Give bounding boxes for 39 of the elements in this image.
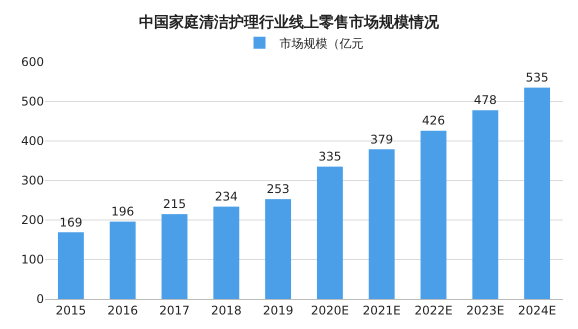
x-tick-label: 2019 [262,303,294,318]
bar [524,88,550,299]
data-label: 215 [163,197,186,212]
y-tick-label: 100 [21,252,44,267]
y-tick-label: 500 [21,94,44,109]
y-tick-label: 400 [21,134,44,148]
x-tick-label: 2024E [518,303,556,318]
bar [420,130,446,299]
bar [58,232,84,299]
y-tick-label: 600 [21,55,44,70]
data-label: 253 [266,182,290,196]
x-tick-label: 2017 [159,303,190,318]
x-tick-label: 2021E [362,303,401,318]
bar [110,222,136,299]
data-label: 169 [59,215,82,230]
bar [368,149,395,299]
data-label: 478 [474,93,497,108]
data-label: 196 [111,204,134,219]
x-tick-label: 2022E [414,303,453,318]
data-label: 234 [214,190,238,204]
bar [162,214,188,299]
data-label: 426 [422,114,445,128]
data-label: 335 [318,150,342,164]
x-tick-label: 2023E [466,303,504,318]
y-tick-label: 300 [21,174,44,188]
y-tick-label: 0 [36,292,44,306]
data-label: 535 [526,70,549,85]
x-tick-label: 2018 [211,303,242,318]
data-label: 379 [370,132,394,146]
bar [316,166,343,299]
x-tick-label: 2020E [310,303,349,318]
bar [472,110,498,299]
bar [213,206,240,299]
y-tick-label: 200 [21,213,44,228]
bar [265,199,292,299]
chart-title: 中国家庭清洁护理行业线上零售市场规模情况 [139,12,440,31]
x-tick-label: 2016 [107,303,138,318]
legend-label: 市场规模（亿元 [280,36,364,50]
x-tick-label: 2015 [56,303,86,318]
